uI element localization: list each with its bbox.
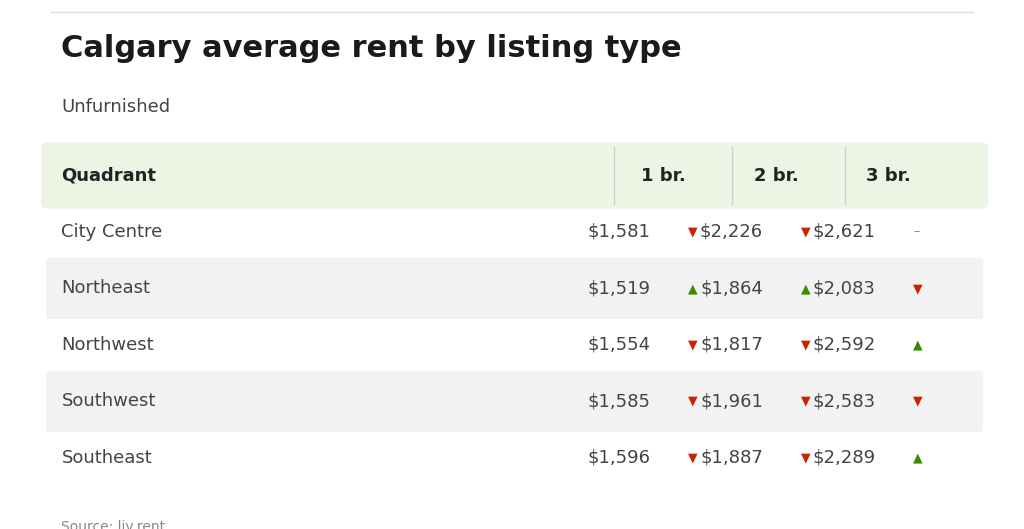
- Text: ▼: ▼: [913, 282, 923, 295]
- Text: –: –: [913, 225, 920, 239]
- Text: Northeast: Northeast: [61, 279, 151, 297]
- Text: ▲: ▲: [801, 282, 810, 295]
- Text: ▼: ▼: [688, 339, 697, 351]
- Text: $1,961: $1,961: [700, 393, 763, 411]
- Text: $2,592: $2,592: [812, 336, 876, 354]
- Text: ▲: ▲: [688, 282, 697, 295]
- Text: Calgary average rent by listing type: Calgary average rent by listing type: [61, 34, 682, 63]
- Text: $2,621: $2,621: [812, 223, 876, 241]
- FancyBboxPatch shape: [41, 142, 988, 208]
- Text: 2 br.: 2 br.: [754, 167, 799, 185]
- Text: City Centre: City Centre: [61, 223, 163, 241]
- Text: ▼: ▼: [801, 225, 810, 239]
- Text: Southwest: Southwest: [61, 393, 156, 411]
- Text: Quadrant: Quadrant: [61, 167, 157, 185]
- Text: $1,554: $1,554: [587, 336, 650, 354]
- Text: ▼: ▼: [801, 395, 810, 408]
- Text: Source: liv.rent: Source: liv.rent: [61, 520, 166, 529]
- Text: $1,519: $1,519: [587, 279, 650, 297]
- Text: $1,887: $1,887: [700, 449, 763, 467]
- Text: ▼: ▼: [913, 395, 923, 408]
- Text: $1,596: $1,596: [587, 449, 650, 467]
- Text: ▲: ▲: [913, 339, 923, 351]
- Text: 1 br.: 1 br.: [641, 167, 686, 185]
- Text: ▼: ▼: [688, 451, 697, 464]
- Text: $1,864: $1,864: [700, 279, 763, 297]
- Text: Unfurnished: Unfurnished: [61, 98, 171, 116]
- Text: 3 br.: 3 br.: [866, 167, 911, 185]
- Text: ▲: ▲: [913, 451, 923, 464]
- Text: ▼: ▼: [688, 395, 697, 408]
- Text: $1,817: $1,817: [700, 336, 763, 354]
- Text: $2,583: $2,583: [812, 393, 876, 411]
- Text: ▼: ▼: [688, 225, 697, 239]
- Text: $1,585: $1,585: [587, 393, 650, 411]
- FancyBboxPatch shape: [46, 258, 983, 319]
- Text: Northwest: Northwest: [61, 336, 154, 354]
- Text: Southeast: Southeast: [61, 449, 153, 467]
- Text: $2,289: $2,289: [812, 449, 876, 467]
- Text: ▼: ▼: [801, 451, 810, 464]
- Text: $2,226: $2,226: [699, 223, 763, 241]
- Text: ▼: ▼: [801, 339, 810, 351]
- Text: $2,083: $2,083: [813, 279, 876, 297]
- FancyBboxPatch shape: [46, 371, 983, 432]
- Text: $1,581: $1,581: [588, 223, 650, 241]
